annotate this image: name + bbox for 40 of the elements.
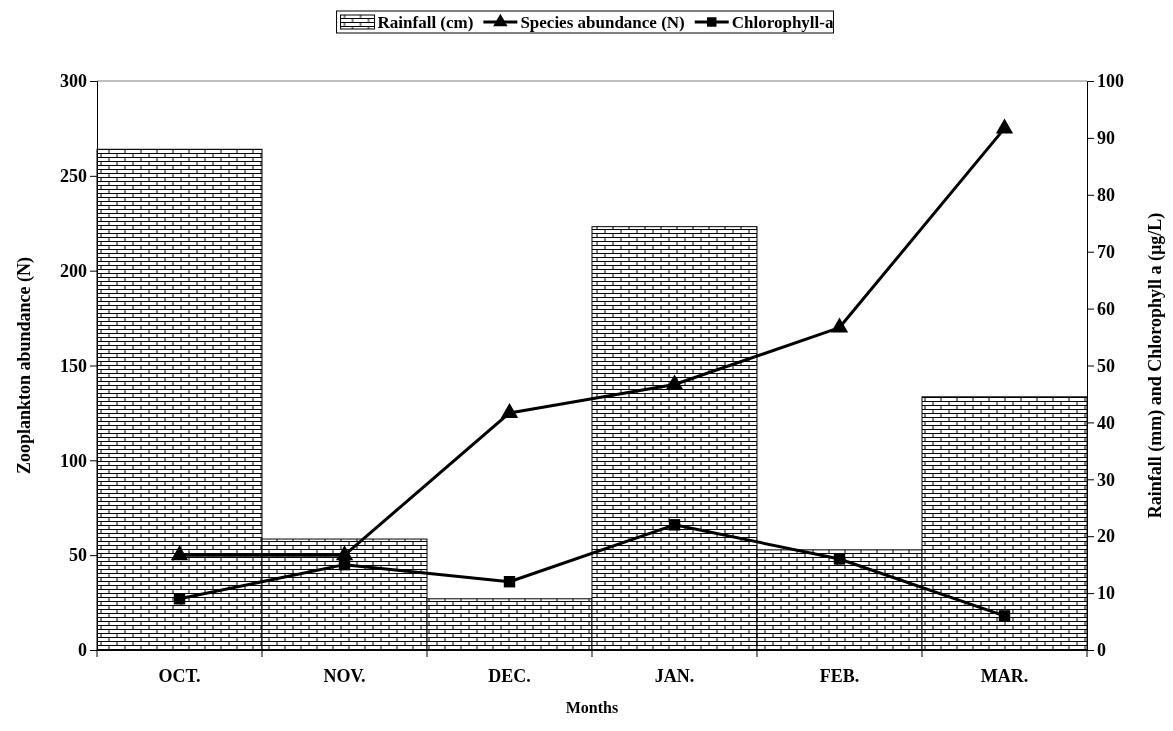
legend-label: Rainfall (cm) [377, 13, 474, 32]
point [500, 402, 519, 418]
x-axis-title: Months [565, 699, 619, 716]
y-tick-label: 300 [60, 71, 87, 92]
legend-label: Chlorophyll-a [731, 13, 834, 32]
x-tick-label: MAR. [980, 665, 1029, 686]
y2-tick-label: 50 [1097, 355, 1115, 376]
y-tick-label: 100 [60, 450, 87, 471]
y-tick-label: 250 [60, 166, 87, 187]
y2-tick-label: 20 [1097, 526, 1115, 547]
y-tick-label: 50 [69, 545, 87, 566]
legend-label: Species abundance (N) [520, 13, 685, 32]
y2-tick-label: 40 [1097, 412, 1115, 433]
point [995, 118, 1014, 134]
point [830, 317, 849, 333]
y2-tick-label: 80 [1097, 185, 1115, 206]
y-tick-label: 200 [60, 260, 87, 281]
point [998, 610, 1011, 622]
x-tick-label: JAN. [654, 665, 695, 686]
point [665, 374, 684, 390]
y-axis-title: Zooplankton abundance (N) [14, 256, 35, 475]
x-tick-label: DEC. [488, 665, 531, 686]
y2-tick-label: 10 [1097, 583, 1115, 604]
y-tick-label: 150 [60, 355, 87, 376]
y2-tick-label: 100 [1097, 71, 1124, 92]
x-tick-label: OCT. [158, 665, 201, 686]
y2-tick-label: 70 [1097, 241, 1115, 262]
point [833, 553, 846, 565]
x-tick-label: FEB. [819, 665, 860, 686]
y2-tick-label: 90 [1097, 128, 1115, 149]
point [503, 576, 516, 588]
y2-tick-label: 30 [1097, 469, 1115, 490]
y2-tick-label: 0 [1097, 640, 1106, 661]
y-tick-label: 0 [78, 640, 87, 661]
point [668, 519, 681, 531]
y2-tick-label: 60 [1097, 298, 1115, 319]
point [173, 593, 186, 605]
point [170, 545, 189, 561]
y2-axis-title: Rainfall (mm) and Chlorophyll a (µg/L) [1145, 212, 1166, 519]
x-tick-label: NOV. [323, 665, 366, 686]
